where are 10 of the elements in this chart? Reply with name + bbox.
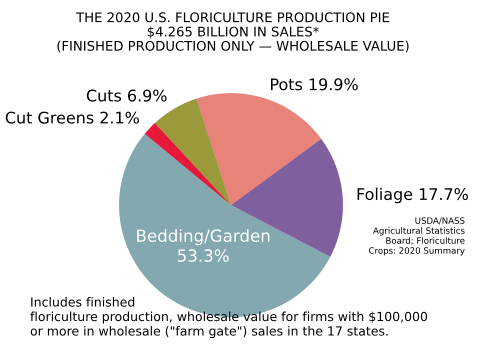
slice-label: Foliage 17.7% bbox=[358, 188, 468, 204]
slice-label: Cut Greens 2.1% bbox=[6, 112, 139, 124]
slice-label: Cuts 6.9% bbox=[86, 90, 167, 102]
slice-label: Bedding/Garden bbox=[137, 229, 270, 246]
chart-subtitle: $4.265 BILLION IN SALES* (FINISHED PRODUCTION ONLY — WHOLESALE VALUE) bbox=[57, 26, 409, 52]
chart-title: THE 2020 U.S. FLORICULTURE PRODUCTION PIE bbox=[76, 12, 390, 22]
slice-label: Pots 19.9% bbox=[271, 78, 358, 90]
text: USDA/NASS Agricultural Statistics Board; Floriculture Crops: 2020 Summary bbox=[369, 217, 465, 256]
text: Includes finished floriculture production, wholesale value for firms with $100,000 or more in wholesale ("farm gate") sales in the 17 states. bbox=[30, 297, 428, 338]
data-label: 53.3% bbox=[178, 249, 229, 262]
